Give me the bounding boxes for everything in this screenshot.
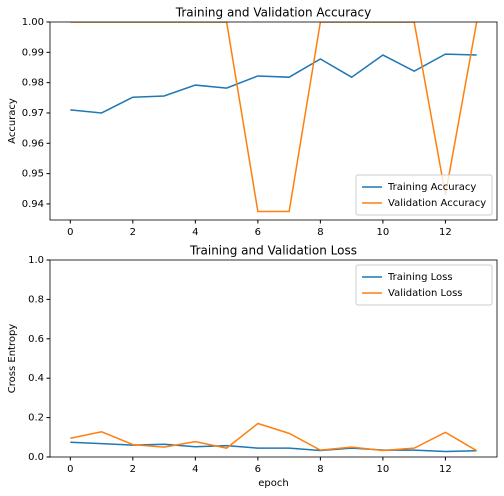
x-tick-label: 10 xyxy=(377,464,390,475)
x-axis-label: epoch xyxy=(258,478,288,489)
y-tick-label: 1.00 xyxy=(22,17,44,28)
y-tick-label: 0.97 xyxy=(22,108,44,119)
x-tick-label: 2 xyxy=(130,464,136,475)
x-tick-label: 8 xyxy=(317,464,323,475)
x-tick-label: 0 xyxy=(67,464,73,475)
x-tick-label: 2 xyxy=(130,227,136,238)
legend-box xyxy=(355,264,493,306)
x-tick-label: 6 xyxy=(255,464,261,475)
chart-title: Training and Validation Loss xyxy=(189,244,357,258)
y-tick-label: 0.98 xyxy=(22,78,44,89)
plot-area xyxy=(70,22,478,213)
y-tick-label: 0.6 xyxy=(28,334,44,345)
x-tick-label: 4 xyxy=(192,227,198,238)
legend-label: Training Accuracy xyxy=(387,182,476,193)
x-tick-label: 10 xyxy=(377,227,390,238)
x-tick-label: 12 xyxy=(439,227,452,238)
x-tick-label: 8 xyxy=(317,227,323,238)
y-tick-label: 0.4 xyxy=(28,373,44,384)
axes-frame xyxy=(49,21,498,221)
series-line xyxy=(70,22,478,213)
y-tick-label: 0.8 xyxy=(28,294,44,305)
y-tick-label: 1.0 xyxy=(28,255,44,266)
y-tick-label: 0.96 xyxy=(22,138,44,149)
y-tick-label: 0.0 xyxy=(28,452,44,463)
x-tick-label: 4 xyxy=(192,464,198,475)
y-axis-label: Accuracy xyxy=(7,98,18,144)
x-tick-label: 0 xyxy=(67,227,73,238)
y-tick-label: 0.95 xyxy=(22,169,44,180)
legend-label: Validation Loss xyxy=(388,288,463,299)
y-tick-label: 0.94 xyxy=(22,199,44,210)
y-tick-label: 0.99 xyxy=(22,47,44,58)
legend-label: Training Loss xyxy=(387,272,453,283)
plot-area xyxy=(70,422,478,453)
x-tick-label: 12 xyxy=(439,464,452,475)
legend-box xyxy=(355,174,493,216)
y-axis-label: Cross Entropy xyxy=(7,324,18,394)
chart-title: Training and Validation Accuracy xyxy=(175,6,371,20)
axes-frame xyxy=(49,259,498,458)
x-tick-label: 6 xyxy=(255,227,261,238)
y-tick-label: 0.2 xyxy=(28,413,44,424)
series-line xyxy=(70,53,477,114)
legend-label: Validation Accuracy xyxy=(388,198,486,209)
series-line xyxy=(70,422,478,452)
